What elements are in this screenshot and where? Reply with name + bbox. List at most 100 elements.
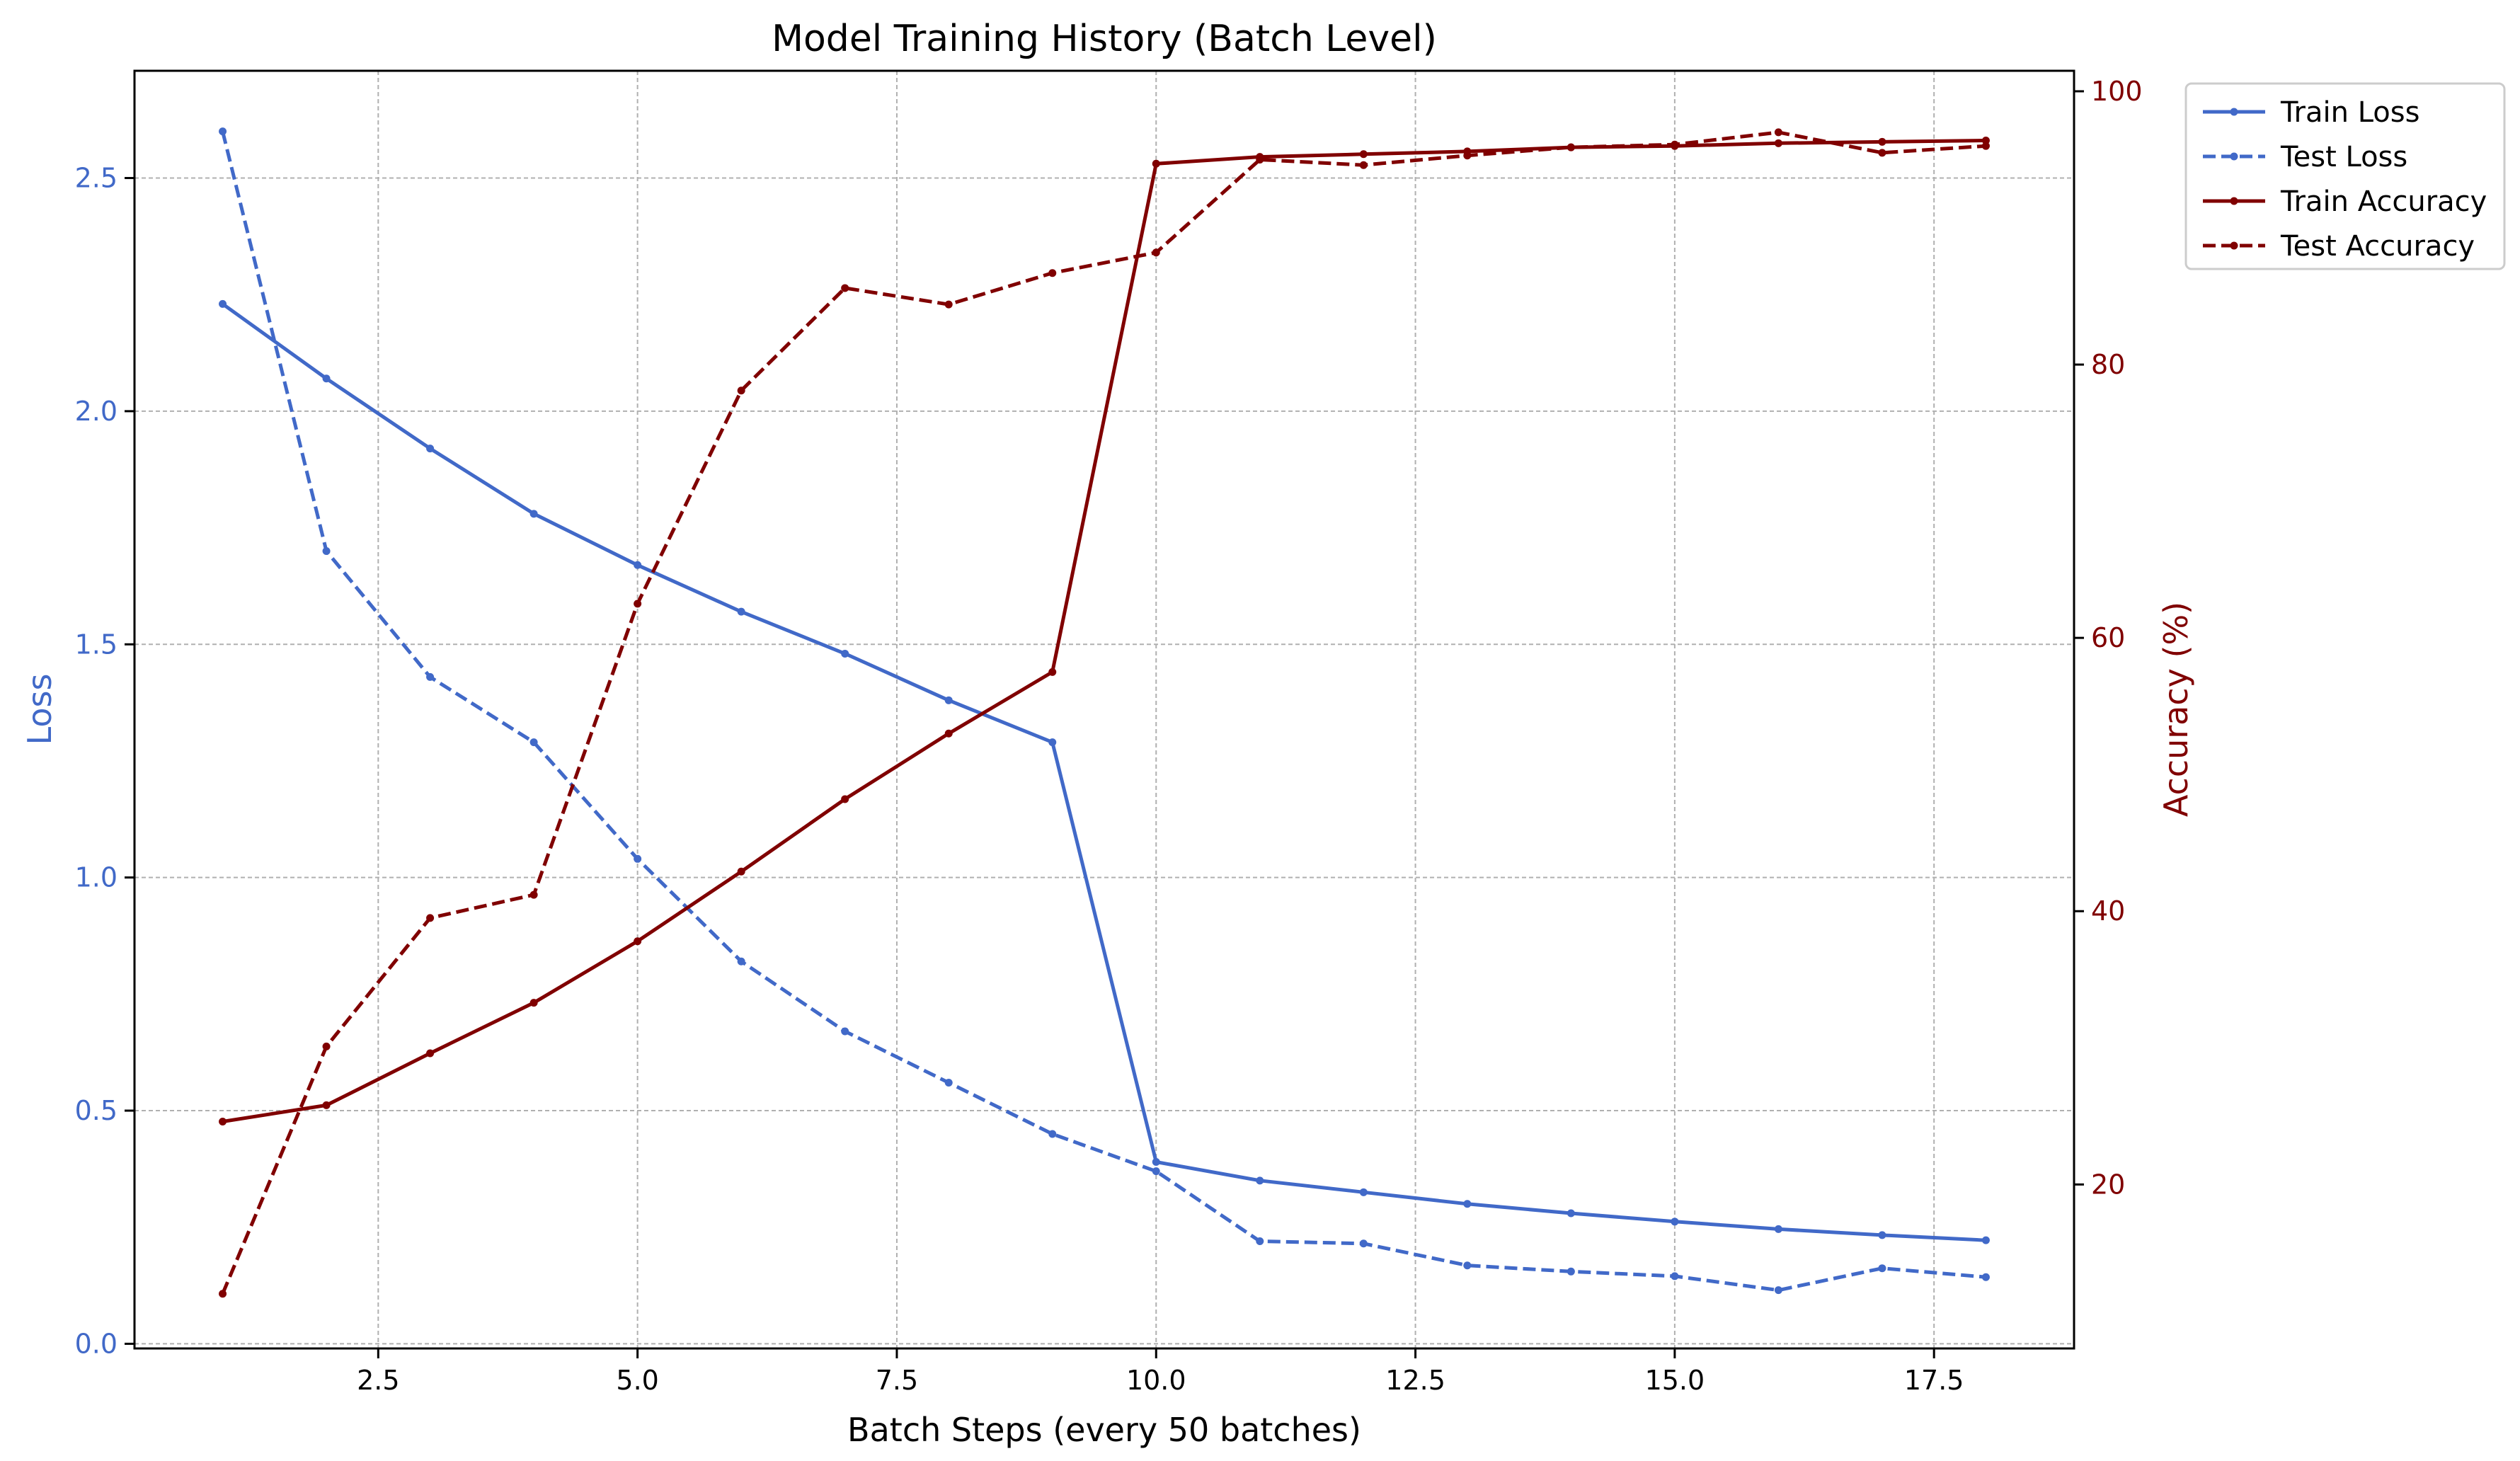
train-loss-point xyxy=(1152,1157,1160,1166)
legend-item-train-loss: Train Loss xyxy=(2203,96,2419,129)
test-accuracy-line xyxy=(221,130,1986,1295)
test-accuracy-point xyxy=(1256,155,1264,164)
x-tick-label: 7.5 xyxy=(876,1365,918,1396)
train-loss-point xyxy=(1878,1231,1886,1239)
train-accuracy-point xyxy=(737,867,745,876)
chart-title: Model Training History (Batch Level) xyxy=(772,18,1437,60)
test-loss-point xyxy=(841,1027,849,1036)
train-loss-point xyxy=(737,607,745,616)
test-accuracy-point xyxy=(1359,161,1368,169)
test-loss-point xyxy=(1774,1286,1782,1295)
x-tick-label: 2.5 xyxy=(357,1365,399,1396)
train-accuracy-point xyxy=(1359,150,1368,159)
test-loss-point xyxy=(1981,1273,1990,1281)
train-loss-point xyxy=(1774,1225,1782,1233)
train-loss-point xyxy=(426,445,435,453)
left-y-tick-label: 0.0 xyxy=(75,1328,118,1359)
train-loss-point xyxy=(1256,1176,1264,1185)
train-loss-point xyxy=(1359,1188,1368,1196)
legend-marker xyxy=(2230,108,2238,116)
legend-frame xyxy=(2184,82,2506,270)
train-accuracy-line xyxy=(222,139,1986,1123)
legend-label: Train Accuracy xyxy=(2280,185,2487,218)
test-loss-point xyxy=(529,738,538,747)
x-tick-label: 12.5 xyxy=(1385,1365,1445,1396)
train-loss-point xyxy=(219,299,227,308)
test-loss-point xyxy=(1567,1267,1575,1276)
train-accuracy-series xyxy=(219,136,1990,1126)
x-axis-label: Batch Steps (every 50 batches) xyxy=(847,1411,1361,1449)
test-loss-point xyxy=(426,672,435,681)
test-accuracy-point xyxy=(1048,269,1057,277)
train-accuracy-point xyxy=(841,795,849,803)
test-accuracy-point xyxy=(219,1290,227,1298)
legend-item-test-accuracy: Test Accuracy xyxy=(2203,230,2475,263)
test-accuracy-point xyxy=(1463,151,1472,160)
right-y-axis-label: Accuracy (%) xyxy=(2157,602,2195,817)
train-accuracy-point xyxy=(1152,159,1160,168)
x-axis-ticks: 2.5 5.0 7.5 10.0 12.5 15.0 17.5 xyxy=(357,1348,1964,1396)
train-accuracy-point xyxy=(1774,139,1782,147)
test-accuracy-point xyxy=(1567,143,1575,151)
left-y-axis-label: Loss xyxy=(21,674,59,745)
train-accuracy-point xyxy=(634,937,642,946)
legend-marker xyxy=(2230,197,2238,205)
train-loss-point xyxy=(944,696,953,704)
train-loss-point xyxy=(841,649,849,658)
test-loss-series xyxy=(219,127,1990,1295)
test-accuracy-point xyxy=(634,600,642,608)
left-y-tick-label: 2.5 xyxy=(75,163,118,194)
test-loss-point xyxy=(634,854,642,863)
train-accuracy-point xyxy=(1048,668,1057,676)
train-accuracy-point xyxy=(529,999,538,1007)
test-accuracy-point xyxy=(1774,128,1782,137)
test-accuracy-point xyxy=(1152,248,1160,257)
legend-label: Test Loss xyxy=(2280,141,2407,173)
test-loss-point xyxy=(1463,1261,1472,1270)
test-accuracy-point xyxy=(426,914,435,922)
legend-marker xyxy=(2230,152,2238,161)
right-y-tick-label: 60 xyxy=(2091,622,2125,653)
train-loss-point xyxy=(1671,1218,1679,1226)
legend-marker xyxy=(2230,241,2238,250)
test-loss-point xyxy=(1048,1130,1057,1138)
test-accuracy-point xyxy=(737,386,745,395)
train-accuracy-point xyxy=(1878,137,1886,146)
train-loss-point xyxy=(1463,1200,1472,1208)
left-y-tick-label: 0.5 xyxy=(75,1095,118,1126)
right-y-tick-label: 20 xyxy=(2091,1169,2125,1200)
train-loss-line xyxy=(222,302,1986,1242)
legend-label: Test Accuracy xyxy=(2280,230,2475,263)
test-accuracy-point xyxy=(529,890,538,899)
right-y-tick-label: 100 xyxy=(2091,76,2143,107)
test-accuracy-point xyxy=(944,300,953,309)
legend-item-train-accuracy: Train Accuracy xyxy=(2203,185,2487,218)
train-loss-point xyxy=(634,561,642,569)
train-accuracy-point xyxy=(322,1101,331,1109)
train-accuracy-point xyxy=(426,1049,435,1058)
train-loss-point xyxy=(1981,1236,1990,1244)
test-loss-point xyxy=(944,1079,953,1087)
left-y-tick-label: 1.0 xyxy=(75,862,118,893)
right-y-tick-label: 80 xyxy=(2091,349,2125,380)
right-y-tick-label: 40 xyxy=(2091,895,2125,927)
left-y-axis-ticks: 0.0 0.5 1.0 1.5 2.0 2.5 xyxy=(75,163,134,1359)
test-loss-line xyxy=(221,130,1986,1293)
test-loss-point xyxy=(737,957,745,966)
plot-frame xyxy=(133,69,2075,1350)
legend: Train Loss Test Loss Train Accuracy Test Ac… xyxy=(2184,82,2506,270)
left-y-tick-label: 1.5 xyxy=(75,629,118,660)
test-loss-point xyxy=(322,547,331,556)
test-loss-point xyxy=(1671,1272,1679,1280)
x-tick-label: 15.0 xyxy=(1645,1365,1705,1396)
legend-item-test-loss: Test Loss xyxy=(2203,141,2407,173)
test-accuracy-point xyxy=(841,284,849,292)
test-accuracy-series xyxy=(219,128,1990,1298)
legend-label: Train Loss xyxy=(2280,96,2419,129)
test-loss-point xyxy=(219,127,227,136)
train-loss-point xyxy=(529,510,538,518)
test-loss-point xyxy=(1152,1167,1160,1176)
x-tick-label: 17.5 xyxy=(1904,1365,1964,1396)
test-accuracy-point xyxy=(1878,149,1886,157)
